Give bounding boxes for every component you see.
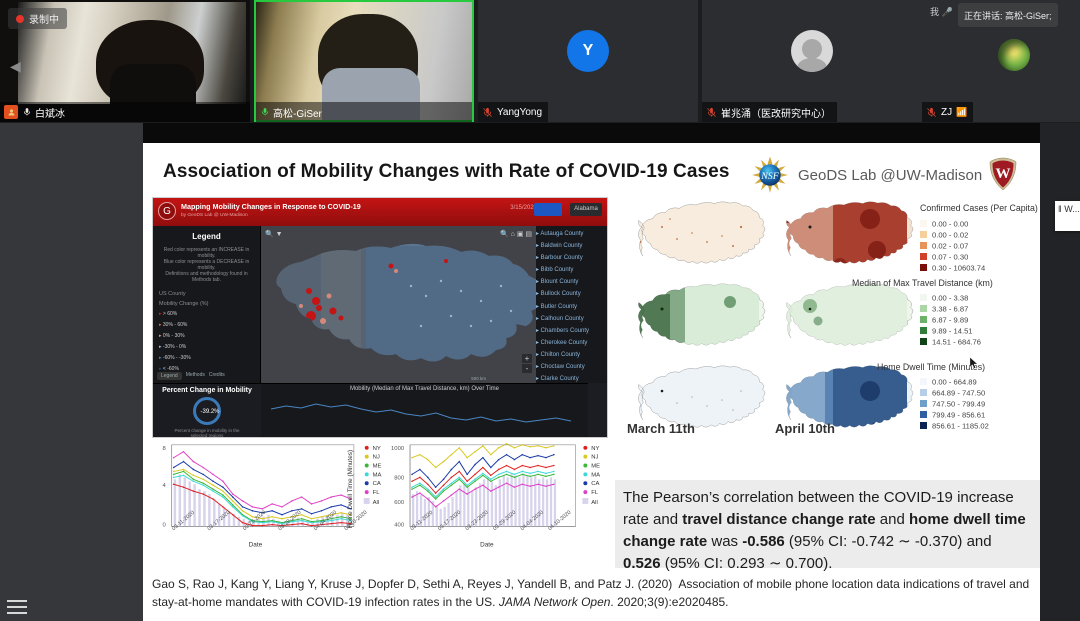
svg-text:All: All: [591, 500, 598, 506]
svg-text:0.07 - 0.30: 0.07 - 0.30: [932, 253, 968, 262]
svg-text:400: 400: [394, 523, 405, 529]
svg-text:NJ: NJ: [591, 455, 598, 461]
svg-text:MA: MA: [591, 472, 600, 478]
svg-text:CA: CA: [373, 481, 381, 487]
svg-text:664.89 - 747.50: 664.89 - 747.50: [932, 389, 985, 398]
svg-text:W: W: [996, 166, 1011, 182]
svg-text:0.00 - 0.00: 0.00 - 0.00: [932, 220, 968, 229]
svg-text:9.89 - 14.51: 9.89 - 14.51: [932, 327, 973, 336]
svg-text:Date: Date: [249, 541, 263, 548]
svg-text:0.30 - 10603.74: 0.30 - 10603.74: [932, 264, 985, 273]
svg-text:Date: Date: [480, 541, 494, 548]
svg-text:CA: CA: [591, 481, 599, 487]
svg-text:800: 800: [394, 475, 405, 481]
svg-text:Confirmed Cases (Per Capita): Confirmed Cases (Per Capita): [920, 203, 1038, 213]
svg-text:NY: NY: [373, 446, 381, 452]
svg-text:0.00 - 0.02: 0.00 - 0.02: [932, 231, 968, 240]
svg-text:NY: NY: [591, 446, 599, 452]
svg-text:ME: ME: [591, 463, 600, 469]
svg-text:0.00 - 664.89: 0.00 - 664.89: [932, 378, 977, 387]
svg-text:0: 0: [163, 523, 167, 529]
svg-text:14.51 - 684.76: 14.51 - 684.76: [932, 338, 981, 347]
svg-text:3.38 - 6.87: 3.38 - 6.87: [932, 305, 968, 314]
svg-text:Home Dwell Time (Minutes): Home Dwell Time (Minutes): [347, 450, 354, 528]
svg-text:747.50 - 799.49: 747.50 - 799.49: [932, 400, 985, 409]
svg-text:8: 8: [163, 446, 167, 452]
svg-text:1000: 1000: [391, 446, 405, 452]
svg-text:4: 4: [163, 483, 167, 489]
svg-text:FL: FL: [373, 490, 381, 496]
svg-text:6.87 - 9.89: 6.87 - 9.89: [932, 316, 968, 325]
svg-text:0.02 - 0.07: 0.02 - 0.07: [932, 242, 968, 251]
svg-text:856.61 - 1185.02: 856.61 - 1185.02: [932, 422, 989, 431]
svg-text:FL: FL: [591, 490, 599, 496]
svg-text:NJ: NJ: [373, 455, 380, 461]
svg-text:Median of Max Travel Distance: Median of Max Travel Distance (km): [852, 278, 993, 288]
svg-text:MA: MA: [373, 472, 382, 478]
svg-text:ME: ME: [373, 463, 382, 469]
svg-text:All: All: [373, 500, 380, 506]
svg-text:NSF: NSF: [760, 171, 780, 182]
svg-text:600: 600: [394, 500, 405, 506]
svg-text:0.00 - 3.38: 0.00 - 3.38: [932, 294, 968, 303]
svg-text:799.49 - 856.61: 799.49 - 856.61: [932, 411, 985, 420]
